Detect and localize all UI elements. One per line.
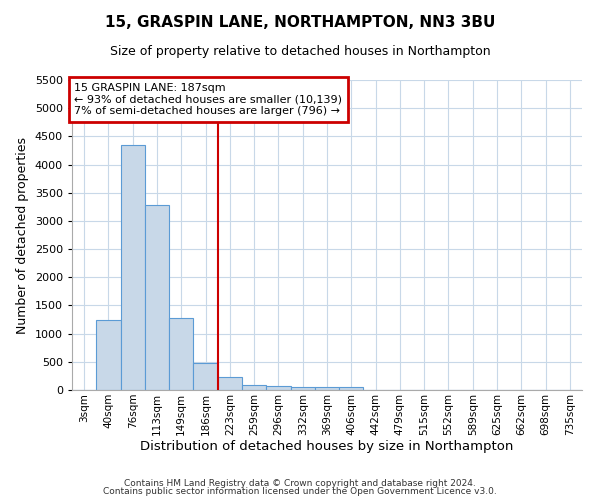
Bar — [242, 385, 266, 390]
Bar — [218, 378, 242, 390]
Bar — [193, 363, 218, 390]
Bar — [169, 318, 193, 390]
Text: Contains HM Land Registry data © Crown copyright and database right 2024.: Contains HM Land Registry data © Crown c… — [124, 478, 476, 488]
Bar — [290, 387, 315, 390]
Bar — [315, 387, 339, 390]
Bar — [121, 145, 145, 390]
X-axis label: Distribution of detached houses by size in Northampton: Distribution of detached houses by size … — [140, 440, 514, 454]
Text: Size of property relative to detached houses in Northampton: Size of property relative to detached ho… — [110, 45, 490, 58]
Bar — [266, 386, 290, 390]
Y-axis label: Number of detached properties: Number of detached properties — [16, 136, 29, 334]
Text: 15 GRASPIN LANE: 187sqm
← 93% of detached houses are smaller (10,139)
7% of semi: 15 GRASPIN LANE: 187sqm ← 93% of detache… — [74, 83, 343, 116]
Bar — [96, 320, 121, 390]
Bar — [145, 205, 169, 390]
Text: 15, GRASPIN LANE, NORTHAMPTON, NN3 3BU: 15, GRASPIN LANE, NORTHAMPTON, NN3 3BU — [105, 15, 495, 30]
Bar — [339, 387, 364, 390]
Text: Contains public sector information licensed under the Open Government Licence v3: Contains public sector information licen… — [103, 487, 497, 496]
